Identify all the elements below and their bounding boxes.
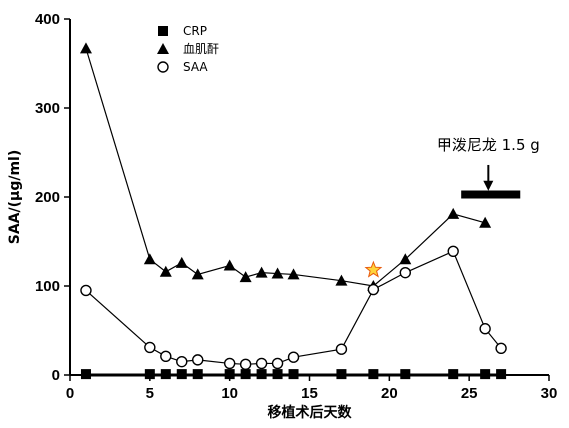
data-point xyxy=(287,268,300,280)
legend-marker xyxy=(157,61,169,73)
data-point xyxy=(239,271,252,283)
x-tick-label: 15 xyxy=(301,385,318,402)
x-tick-label: 0 xyxy=(66,385,74,402)
data-point xyxy=(367,283,380,296)
x-tick-label: 20 xyxy=(381,385,398,402)
legend-label: 血肌酐 xyxy=(183,42,219,56)
data-point xyxy=(368,369,379,380)
data-point xyxy=(272,369,283,380)
data-point xyxy=(271,357,284,370)
data-point xyxy=(255,357,268,370)
y-tick-label: 400 xyxy=(35,11,60,28)
data-point xyxy=(335,343,348,355)
data-point xyxy=(448,369,459,380)
methylprednisolone-label: 甲泼尼龙 1.5 g xyxy=(437,136,540,154)
annotation-layer: 甲泼尼龙 1.5 g xyxy=(364,136,540,278)
y-axis-ticks: 0 100 200 300 400 xyxy=(35,11,70,384)
data-point xyxy=(287,351,300,363)
data-point xyxy=(479,216,492,228)
legend-label: CRP xyxy=(183,24,207,38)
data-point xyxy=(176,369,187,380)
data-point xyxy=(160,350,172,363)
y-tick-label: 0 xyxy=(52,367,60,384)
data-point xyxy=(335,274,348,286)
data-point xyxy=(176,355,188,368)
data-point xyxy=(399,266,411,279)
data-point xyxy=(80,369,91,380)
data-point xyxy=(175,256,188,268)
data-point xyxy=(223,259,236,271)
data-point xyxy=(336,369,347,380)
data-point xyxy=(159,265,172,277)
data-point xyxy=(271,267,284,279)
data-point xyxy=(224,369,235,380)
data-point xyxy=(223,357,236,370)
x-tick-label: 5 xyxy=(146,385,154,402)
legend-label: SAA xyxy=(183,60,208,74)
data-point xyxy=(447,207,460,219)
y-axis-label: SAA/(μg/ml) xyxy=(7,150,23,245)
data-point xyxy=(288,369,299,380)
data-point xyxy=(144,341,156,354)
data-point xyxy=(240,369,251,380)
series-line xyxy=(85,250,502,365)
data-point xyxy=(191,268,204,280)
data-point xyxy=(239,358,252,371)
data-point xyxy=(144,369,155,380)
series-2 xyxy=(79,42,492,291)
star-marker xyxy=(364,260,383,278)
x-tick-label: 30 xyxy=(541,385,558,402)
data-point xyxy=(160,369,171,380)
legend-marker xyxy=(157,43,169,54)
x-tick-label: 25 xyxy=(461,385,478,402)
y-tick-label: 100 xyxy=(35,278,60,295)
legend: CRP 血肌酐 SAA xyxy=(157,24,219,74)
legend-marker xyxy=(158,26,168,36)
series-1 xyxy=(80,369,507,380)
data-point xyxy=(256,369,267,380)
data-point xyxy=(255,266,268,278)
data-point xyxy=(192,369,203,380)
data-point xyxy=(143,253,156,265)
data-point xyxy=(399,253,412,265)
data-point xyxy=(495,342,507,354)
x-axis-label: 移植术后天数 xyxy=(268,404,353,421)
series-layer xyxy=(79,42,507,380)
x-axis-ticks: 0 5 10 15 20 25 30 xyxy=(66,375,558,402)
series-line xyxy=(85,48,486,287)
data-point xyxy=(80,284,92,297)
data-point xyxy=(192,354,204,366)
data-point xyxy=(79,42,92,54)
y-tick-label: 200 xyxy=(35,189,60,206)
arrow-head xyxy=(483,180,494,191)
series-3 xyxy=(80,245,507,371)
data-point xyxy=(496,369,507,380)
data-point xyxy=(479,323,491,335)
data-point xyxy=(480,369,491,380)
x-tick-label: 10 xyxy=(221,385,238,402)
data-point xyxy=(400,369,411,380)
data-point xyxy=(447,245,459,257)
y-tick-label: 300 xyxy=(35,100,60,117)
